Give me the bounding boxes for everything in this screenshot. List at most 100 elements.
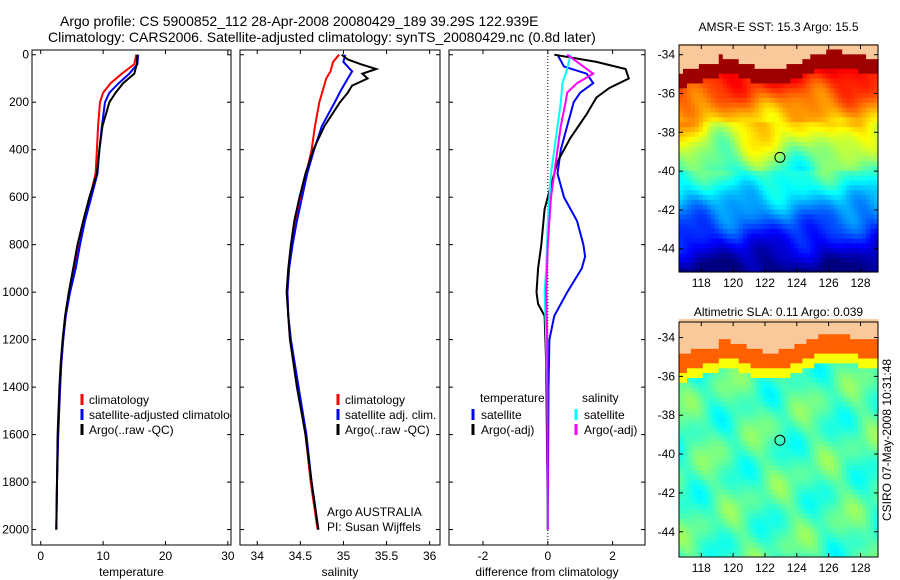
map-cell [734,53,740,60]
map-cell [874,372,879,378]
map-cell [734,353,740,359]
map-cell [854,44,859,50]
map-cell [750,102,756,108]
map-cell [826,116,831,123]
map-cell [746,474,752,480]
map-cell [806,343,811,349]
map-cell [770,242,776,249]
map-cell [683,547,688,553]
map-cell [758,252,764,259]
map-cell [786,228,792,234]
map-cell [782,362,788,369]
map-cell [722,357,728,364]
map-cell [818,362,823,369]
map-cell [702,523,708,529]
map-cell [770,411,776,417]
map-cell [687,396,692,403]
map-cell [702,58,708,65]
map-cell [710,199,716,205]
map-cell [766,131,772,137]
map-cell [870,333,875,340]
map-cell [714,537,720,544]
map-cell [806,508,811,514]
map-cell [846,63,851,69]
map-cell [866,228,871,234]
map-cell [698,199,704,205]
map-cell [770,111,776,118]
map-cell [786,464,792,471]
map-cell [706,155,712,162]
map-cell [814,484,819,490]
map-cell [722,455,728,461]
map-cell [874,391,879,398]
map-cell [690,141,696,147]
map-cell [746,455,752,461]
map-cell [806,406,811,412]
map-cell [810,257,815,263]
map-cell [683,503,688,510]
map-cell [858,111,863,118]
map-cell [830,469,835,476]
map-cell [786,199,792,205]
map-cell [802,387,807,393]
map-cell [742,102,748,108]
map-cell [746,48,752,55]
map-cell [710,204,716,210]
map-cell [734,92,740,98]
map-cell [842,445,847,451]
map-cell [794,116,799,123]
map-cell [722,421,728,427]
map-cell [774,213,780,220]
map-cell [766,242,772,249]
map-cell [810,233,815,239]
map-cell [806,223,811,229]
map-cell [818,223,823,229]
map-cell [822,208,827,215]
map-cell [870,170,875,176]
map-cell [750,484,756,490]
map-cell [834,401,839,408]
map-cell [830,547,835,553]
map-cell [830,165,835,171]
map-cell [690,92,696,98]
map-cell [770,252,776,259]
map-cell [838,102,843,108]
map-cell [746,416,752,422]
map-cell [734,464,740,471]
map-cell [698,121,704,128]
map-cell [806,450,811,456]
map-cell [702,126,708,132]
map-cell [862,503,867,510]
map-cell [830,78,835,84]
map-cell [734,391,740,398]
map-cell [738,508,744,514]
map-cell [830,136,835,142]
map-cell [730,523,736,529]
map-cell [710,552,716,558]
map-cell [838,455,843,461]
map-cell [702,372,708,378]
map-cell [842,170,847,176]
map-cell [770,218,776,225]
map-cell [846,242,851,249]
map-cell [794,102,799,108]
map-cell [862,121,867,128]
map-cell [758,97,764,103]
map-cell [802,459,807,466]
map-cell [758,131,764,137]
map-cell [718,170,724,176]
map-cell [814,474,819,480]
map-cell [838,267,843,273]
map-cell [683,479,688,485]
map-cell [822,440,827,446]
map-cell [810,421,815,427]
map-cell [679,552,684,558]
map-cell [794,357,799,364]
map-cell [714,82,720,89]
map-cell [730,416,736,422]
map-cell [679,343,684,349]
map-cell [683,121,688,128]
map-cell [750,238,756,244]
map-cell [802,257,807,263]
map-cell [838,223,843,229]
